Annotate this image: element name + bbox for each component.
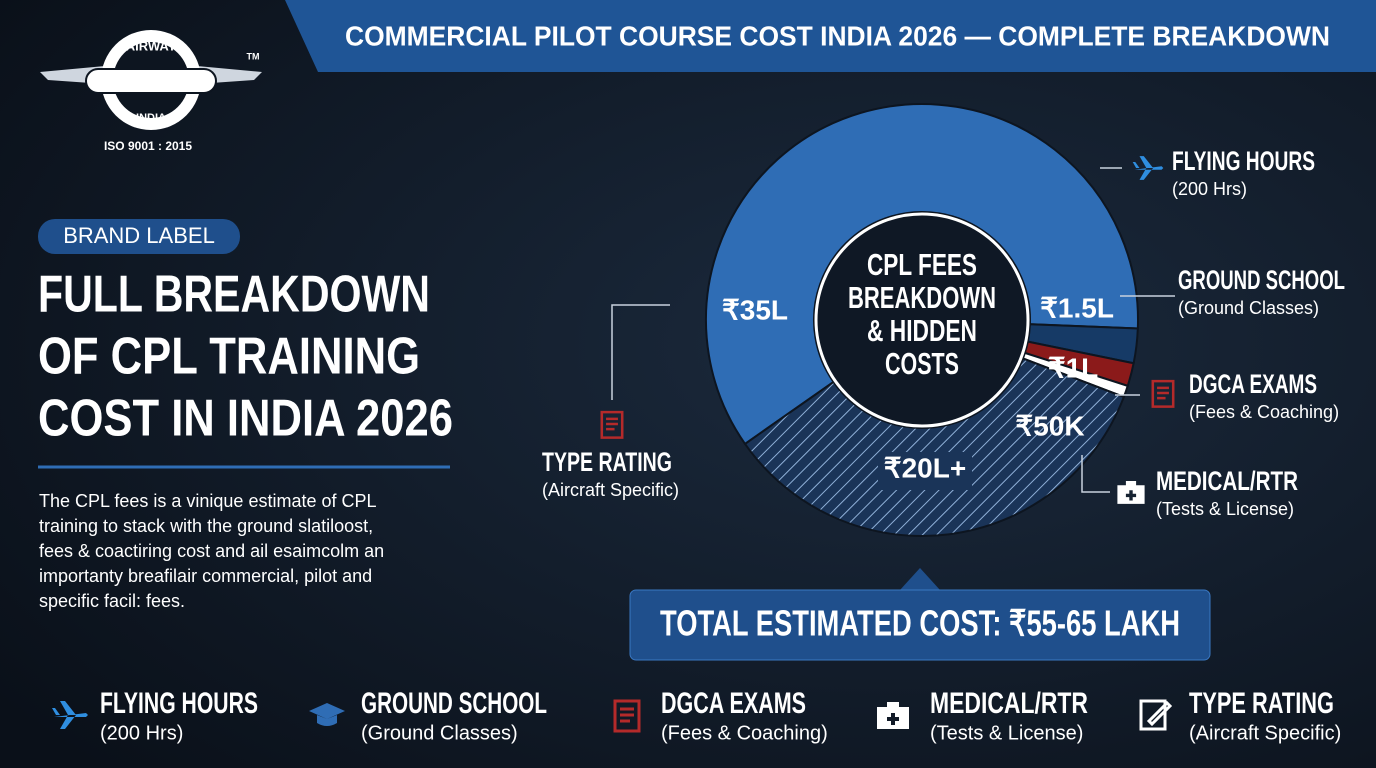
legend-subtitle: (Fees & Coaching) bbox=[661, 722, 828, 744]
icon-shape bbox=[1132, 156, 1164, 180]
callout-label: GROUND SCHOOL bbox=[1178, 265, 1345, 295]
body-line: specific facil: fees. bbox=[39, 591, 185, 611]
total-text: TOTAL ESTIMATED COST: ₹55-65 LAKH bbox=[660, 603, 1180, 644]
icon-shape bbox=[1151, 379, 1175, 408]
icon bbox=[52, 701, 88, 729]
legend-subtitle: (Tests & License) bbox=[930, 722, 1083, 744]
legend-label: TYPE RATING bbox=[1189, 687, 1334, 720]
icon-shape bbox=[600, 410, 624, 439]
headline-line: FULL BREAKDOWN bbox=[38, 266, 430, 324]
chart-title: BREAKDOWN bbox=[848, 280, 996, 315]
callout-subtitle: (Tests & License) bbox=[1156, 499, 1294, 519]
value-label: ₹35L bbox=[722, 294, 788, 325]
callout-subtitle: (Aircraft Specific) bbox=[542, 480, 679, 500]
legend-subtitle: (200 Hrs) bbox=[100, 722, 183, 744]
chart-title: CPL FEES bbox=[867, 247, 977, 282]
logo-tagline: (IT'S TIME TO FLY) bbox=[93, 72, 208, 87]
logo-certification: ISO 9001 : 2015 bbox=[104, 139, 192, 153]
logo bbox=[40, 30, 262, 130]
logo-bottom: INDIA bbox=[136, 112, 166, 124]
callout-label: FLYING HOURS bbox=[1172, 146, 1315, 176]
callout-subtitle: (Ground Classes) bbox=[1178, 298, 1319, 318]
legend-label: GROUND SCHOOL bbox=[361, 687, 547, 720]
icon bbox=[309, 703, 345, 726]
callout-label: TYPE RATING bbox=[542, 447, 672, 477]
callout-label: MEDICAL/RTR bbox=[1156, 466, 1298, 496]
callout-subtitle: (Fees & Coaching) bbox=[1189, 402, 1339, 422]
legend-subtitle: (Aircraft Specific) bbox=[1189, 722, 1341, 744]
value-label: ₹1.5L bbox=[1040, 292, 1114, 323]
body-line: training to stack with the ground slatil… bbox=[39, 516, 373, 536]
icon-shape bbox=[1117, 480, 1145, 504]
icon bbox=[600, 410, 624, 439]
callout-subtitle: (200 Hrs) bbox=[1172, 179, 1247, 199]
icon-shape bbox=[1139, 699, 1173, 731]
value-badge bbox=[878, 452, 972, 490]
legend-label: DGCA EXAMS bbox=[661, 687, 806, 720]
value-label: ₹1L bbox=[1048, 352, 1099, 383]
icon-shape bbox=[877, 702, 909, 729]
header-title: COMMERCIAL PILOT COURSE COST INDIA 2026 … bbox=[345, 20, 1330, 51]
icon-shape bbox=[613, 699, 641, 733]
body-line: fees & coactiring cost and ail esaimcolm… bbox=[39, 541, 384, 561]
legend-subtitle: (Ground Classes) bbox=[361, 722, 518, 744]
brand-label: BRAND LABEL bbox=[63, 223, 215, 248]
logo-top: AIRWAY bbox=[126, 38, 177, 53]
brand-label-pill bbox=[38, 219, 240, 254]
icon bbox=[1117, 480, 1145, 504]
value-label: ₹50K bbox=[1015, 410, 1084, 441]
icon-shape bbox=[52, 701, 88, 729]
chart-title: & HIDDEN bbox=[867, 313, 977, 348]
body-line: The CPL fees is a vinique estimate of CP… bbox=[39, 491, 377, 511]
total-box bbox=[629, 589, 1211, 661]
body-line: importanty breafilair commercial, pilot … bbox=[39, 566, 372, 586]
headline-line: OF CPL TRAINING bbox=[38, 328, 420, 386]
icon bbox=[613, 699, 641, 733]
legend-label: MEDICAL/RTR bbox=[930, 687, 1088, 720]
legend-label: FLYING HOURS bbox=[100, 687, 258, 720]
donut-hole bbox=[814, 212, 1030, 428]
callout-label: DGCA EXAMS bbox=[1189, 369, 1317, 399]
value-label: ₹20L+ bbox=[884, 452, 966, 483]
donut-slice bbox=[705, 103, 1139, 446]
chart-title: COSTS bbox=[885, 346, 959, 381]
total-pointer bbox=[900, 568, 940, 590]
leader-line bbox=[1081, 455, 1110, 493]
icon bbox=[1139, 699, 1173, 731]
icon bbox=[1151, 379, 1175, 408]
logo-band bbox=[85, 68, 217, 94]
headline-line: COST IN INDIA 2026 bbox=[38, 390, 453, 448]
donut-slice bbox=[743, 357, 1126, 537]
leader-line bbox=[611, 304, 670, 400]
logo-trademark: TM bbox=[247, 51, 260, 61]
icon bbox=[1132, 156, 1164, 180]
header-banner bbox=[285, 0, 1376, 72]
icon-shape bbox=[309, 703, 345, 726]
icon bbox=[877, 702, 909, 729]
